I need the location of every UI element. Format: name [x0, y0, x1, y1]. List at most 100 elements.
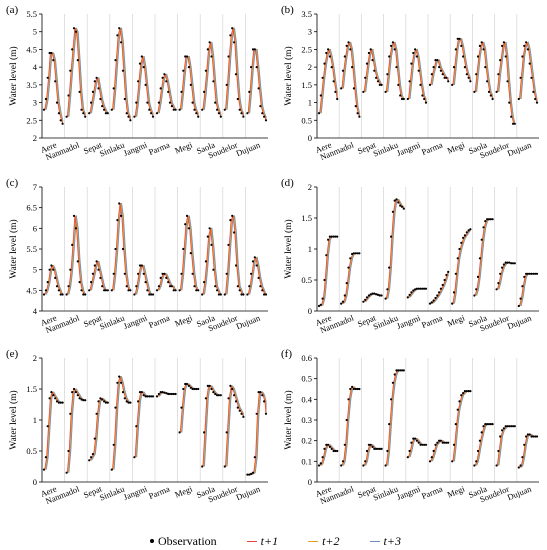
observation-point: [248, 473, 251, 476]
observation-point: [432, 299, 435, 302]
y-tick-label: 2.5: [26, 115, 37, 125]
observation-point: [193, 108, 196, 111]
observation-point: [172, 108, 175, 111]
series-t2-line: [431, 271, 449, 304]
observation-point: [504, 425, 507, 428]
series-t3-line: [181, 215, 199, 291]
series-t3-line: [203, 41, 222, 117]
observation-point: [88, 289, 91, 292]
observation-point: [390, 235, 393, 238]
observation-point: [148, 108, 151, 111]
observation-point: [263, 293, 266, 296]
observation-point: [445, 273, 448, 277]
observation-point: [469, 80, 472, 83]
observation-point: [343, 294, 346, 297]
series-t3-line: [113, 376, 131, 470]
observation-point: [101, 285, 104, 288]
observation-point: [114, 247, 117, 251]
observation-point: [495, 90, 498, 93]
legend-t1-line: [246, 540, 257, 542]
series-t1-line: [519, 41, 538, 103]
series-t1-line: [474, 218, 493, 296]
observation-point: [417, 441, 420, 444]
x-tick-label: Megi: [446, 312, 467, 328]
observation-point: [321, 456, 324, 459]
observation-point: [225, 272, 228, 275]
y-tick-label: 5: [33, 265, 37, 275]
observation-point: [525, 272, 528, 275]
y-tick-label: 1: [308, 244, 312, 254]
observation-point: [91, 453, 94, 456]
observation-point: [116, 34, 119, 37]
series-t3-line: [498, 41, 516, 124]
observation-point: [462, 392, 465, 395]
observation-point: [428, 83, 432, 86]
y-tick-label: 2: [308, 182, 312, 192]
observation-point: [384, 90, 387, 93]
observation-point: [362, 300, 365, 303]
observation-point: [180, 272, 183, 275]
observation-point: [532, 90, 535, 93]
observation-point: [526, 433, 530, 436]
observation-point: [371, 292, 374, 295]
panel-label: (b): [281, 4, 294, 16]
observation-point: [317, 112, 321, 115]
series-t3-line: [249, 48, 267, 121]
observation-point: [61, 293, 64, 296]
observation-point: [478, 257, 481, 260]
observation-point: [227, 55, 230, 58]
observation-point: [463, 66, 466, 69]
observation-point: [467, 390, 470, 393]
observation-point: [476, 449, 480, 453]
observation-point: [397, 83, 400, 86]
observation-point: [170, 105, 173, 108]
observation-point: [517, 304, 520, 308]
observation-point: [236, 285, 239, 288]
series-t3-line: [90, 77, 109, 114]
observation-point: [491, 218, 494, 221]
observation-point: [240, 112, 243, 115]
series-t2-line: [320, 236, 338, 307]
observation-point: [219, 115, 222, 118]
observation-point: [80, 108, 83, 111]
observation-point: [465, 390, 468, 393]
observation-point: [52, 394, 55, 397]
observation-point: [330, 66, 333, 69]
observation-point: [50, 391, 53, 394]
observation-point: [447, 270, 450, 273]
observation-point: [238, 409, 241, 412]
series-t2-line: [67, 215, 86, 295]
observation-point: [101, 398, 104, 401]
series-t1-line: [430, 271, 449, 304]
observation-point: [206, 384, 209, 387]
x-tick-label: Parma: [147, 312, 171, 329]
legend-t3: t+3: [369, 534, 401, 549]
observation-point: [110, 108, 113, 111]
observation-point: [90, 101, 93, 104]
observation-point: [495, 288, 498, 291]
observation-point: [208, 384, 211, 387]
observation-point: [424, 287, 428, 290]
y-tick-label: 0: [33, 477, 37, 487]
observation-point: [325, 51, 328, 55]
y-axis-label: Water level (m): [283, 219, 294, 278]
observation-point: [378, 294, 381, 297]
series-t2-line: [386, 41, 404, 100]
series-t2-line: [320, 444, 338, 466]
series-t2-line: [248, 48, 267, 121]
observation-point: [46, 281, 49, 284]
observation-point: [184, 382, 187, 386]
x-tick-label: Parma: [147, 483, 171, 500]
y-axis-label: Water level (m): [8, 219, 19, 278]
observation-point: [535, 272, 539, 275]
observation-point: [452, 291, 456, 294]
observation-point: [240, 412, 243, 415]
observation-point: [84, 399, 87, 402]
observation-point: [367, 51, 370, 55]
observation-point: [499, 272, 502, 275]
observation-point: [208, 227, 211, 230]
legend-t2-line: [308, 540, 319, 542]
observation-point: [259, 285, 262, 288]
series-t3-line: [45, 264, 64, 295]
observation-point: [521, 55, 524, 58]
